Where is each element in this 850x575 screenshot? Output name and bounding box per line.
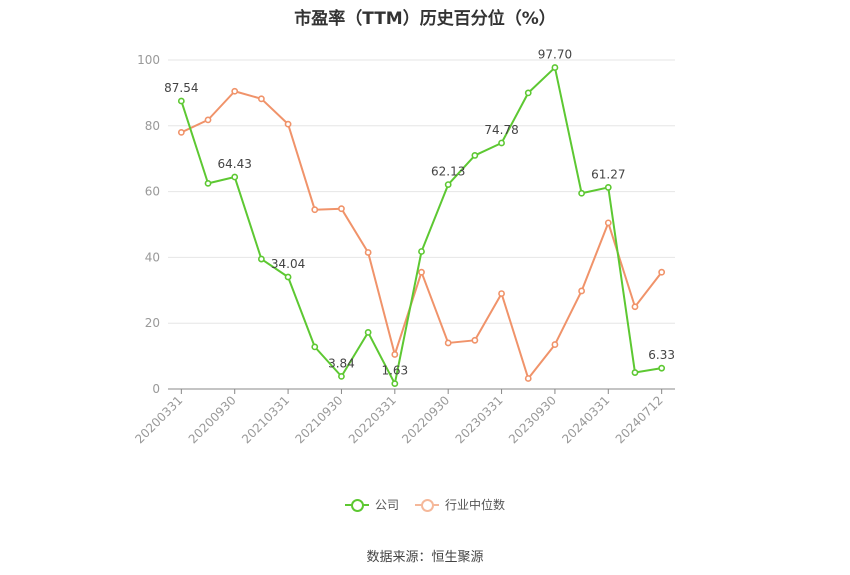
y-tick-label: 20 — [145, 316, 160, 330]
data-point-1-5 — [311, 206, 319, 214]
y-tick-label: 100 — [137, 53, 160, 67]
data-label: 34.04 — [271, 257, 305, 271]
data-point-0-3 — [257, 255, 265, 263]
y-tick-label: 40 — [145, 250, 160, 264]
data-point-1-16 — [604, 219, 612, 227]
data-point-0-1 — [204, 179, 212, 187]
data-point-1-11 — [471, 336, 479, 344]
data-point-1-18 — [658, 268, 666, 276]
x-tick-label: 20220930 — [399, 393, 452, 446]
x-tick-label: 20210331 — [239, 393, 292, 446]
data-point-0-5 — [311, 343, 319, 351]
data-point-0-7 — [364, 329, 372, 336]
data-point-1-1 — [204, 116, 212, 124]
data-point-1-17 — [631, 303, 639, 311]
data-point-1-15 — [578, 287, 586, 295]
data-label: 61.27 — [591, 167, 625, 181]
data-point-1-14 — [551, 341, 559, 348]
data-label: 1.63 — [381, 364, 408, 378]
data-point-1-9 — [418, 268, 425, 276]
data-point-0-15 — [578, 189, 586, 197]
data-point-1-0 — [177, 128, 185, 136]
data-label: 62.13 — [431, 165, 465, 179]
data-point-1-8 — [391, 351, 399, 358]
data-point-1-3 — [257, 95, 265, 103]
legend-industry-median-marker — [415, 498, 439, 512]
source-note: 数据来源：恒生聚源 — [366, 550, 484, 565]
data-point-1-6 — [338, 205, 345, 213]
data-label: 3.84 — [328, 356, 355, 370]
data-point-1-7 — [364, 249, 372, 256]
data-point-0-11 — [471, 152, 479, 159]
x-tick-label: 20230331 — [453, 393, 506, 446]
data-point-0-17 — [631, 369, 639, 376]
data-label: 97.70 — [538, 48, 572, 62]
data-point-0-6 — [338, 372, 345, 380]
y-tick-label: 0 — [152, 382, 160, 396]
data-label: 64.43 — [218, 157, 252, 171]
data-label: 6.33 — [648, 348, 675, 362]
legend-industry-median-label: 行业中位数 — [445, 498, 506, 512]
data-point-0-9 — [418, 248, 425, 255]
x-tick-label: 20210930 — [292, 393, 345, 446]
x-tick-label: 20220331 — [346, 393, 399, 446]
x-tick-label: 20240712 — [613, 393, 666, 446]
data-point-0-16 — [604, 184, 612, 191]
data-point-0-8 — [391, 380, 399, 388]
x-tick-label: 20230930 — [506, 393, 559, 446]
data-point-0-10 — [444, 181, 452, 188]
legend-item-industry-median[interactable]: 行业中位数 — [415, 496, 505, 513]
data-point-0-0 — [177, 97, 185, 105]
series-line-0 — [180, 66, 662, 385]
data-point-1-12 — [498, 290, 505, 297]
data-label: 74.78 — [484, 123, 518, 137]
data-point-1-13 — [524, 375, 532, 382]
data-point-0-4 — [284, 273, 292, 281]
data-point-0-2 — [231, 173, 239, 181]
x-tick-label: 20200331 — [132, 393, 185, 446]
data-point-0-18 — [658, 364, 666, 372]
data-label: 87.54 — [164, 81, 198, 95]
x-tick-label: 20240331 — [559, 393, 612, 446]
legend-item-company[interactable]: 公司 — [344, 496, 399, 513]
y-tick-label: 80 — [145, 119, 160, 133]
data-point-0-12 — [498, 139, 505, 147]
legend-company-label: 公司 — [374, 498, 399, 512]
data-point-1-4 — [284, 120, 292, 128]
chart-legend: 公司 行业中位数 — [0, 496, 850, 513]
data-point-1-2 — [231, 87, 239, 95]
data-point-1-10 — [444, 339, 452, 347]
legend-company-marker — [344, 498, 369, 512]
chart-title: 市盈率（TTM）历史百分位（%） — [294, 9, 556, 29]
data-point-0-14 — [551, 64, 559, 71]
x-tick-label: 20200930 — [186, 393, 239, 446]
data-point-0-13 — [524, 89, 532, 97]
y-tick-label: 60 — [145, 185, 160, 199]
